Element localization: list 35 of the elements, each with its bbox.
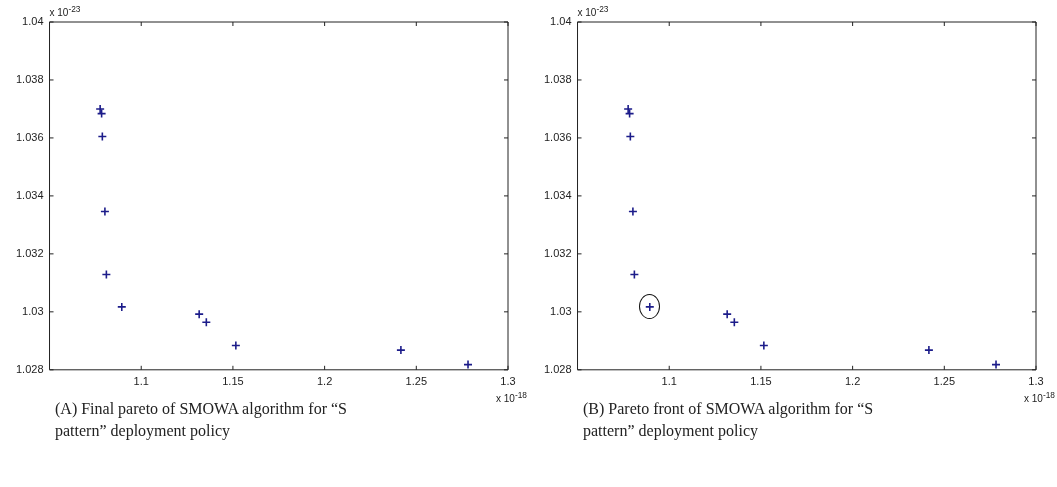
x-tick-label: 1.1 [661, 375, 677, 388]
x-tick-label: 1.2 [844, 375, 861, 388]
x-tick-label: 1.25 [405, 375, 428, 388]
y-tick-label: 1.036 [544, 130, 572, 143]
x-tick-label: 1.3 [1028, 375, 1044, 388]
x-tick-label: 1.25 [933, 375, 956, 388]
text: (B) Pareto front of SMOWA algorithm for “S pattern” deployment policy [583, 399, 875, 442]
point [194, 309, 204, 319]
y-tick-label: 1.04 [550, 15, 572, 28]
x-tick-label: 1.3 [500, 375, 516, 388]
point [396, 345, 406, 355]
y-tick-label: 1.03 [550, 304, 572, 317]
point [722, 309, 732, 319]
y-tick-label: 1.028 [16, 362, 44, 375]
y-tick-label: 1.034 [16, 188, 44, 201]
point [116, 302, 127, 312]
y-tick-label: 1.04 [22, 15, 44, 28]
text: x 10$^{-18}$ [496, 389, 527, 405]
y-tick-label: 1.03 [22, 304, 44, 317]
x-tick-label: 1.15 [750, 375, 772, 388]
y-tick-label: 1.028 [544, 362, 572, 375]
text: (A) Final pareto of SMOWA algorithm for “S pattern” deployment policy [55, 399, 348, 442]
y-tick-label: 1.038 [16, 73, 44, 85]
y-tick-label: 1.036 [16, 130, 44, 143]
x-tick-label: 1.2 [316, 375, 333, 388]
text: x 10$^{-18}$ [1024, 389, 1055, 405]
y-tick-label: 1.038 [544, 73, 572, 85]
text: x 10$^{-23}$ [577, 4, 609, 19]
point [924, 345, 934, 355]
y-tick-label: 1.032 [16, 246, 44, 259]
y-tick-label: 1.034 [544, 188, 572, 201]
text: x 10$^{-23}$ [49, 4, 81, 19]
x-tick-label: 1.1 [133, 375, 149, 388]
x-tick-label: 1.15 [222, 375, 244, 388]
y-tick-label: 1.032 [544, 246, 572, 259]
